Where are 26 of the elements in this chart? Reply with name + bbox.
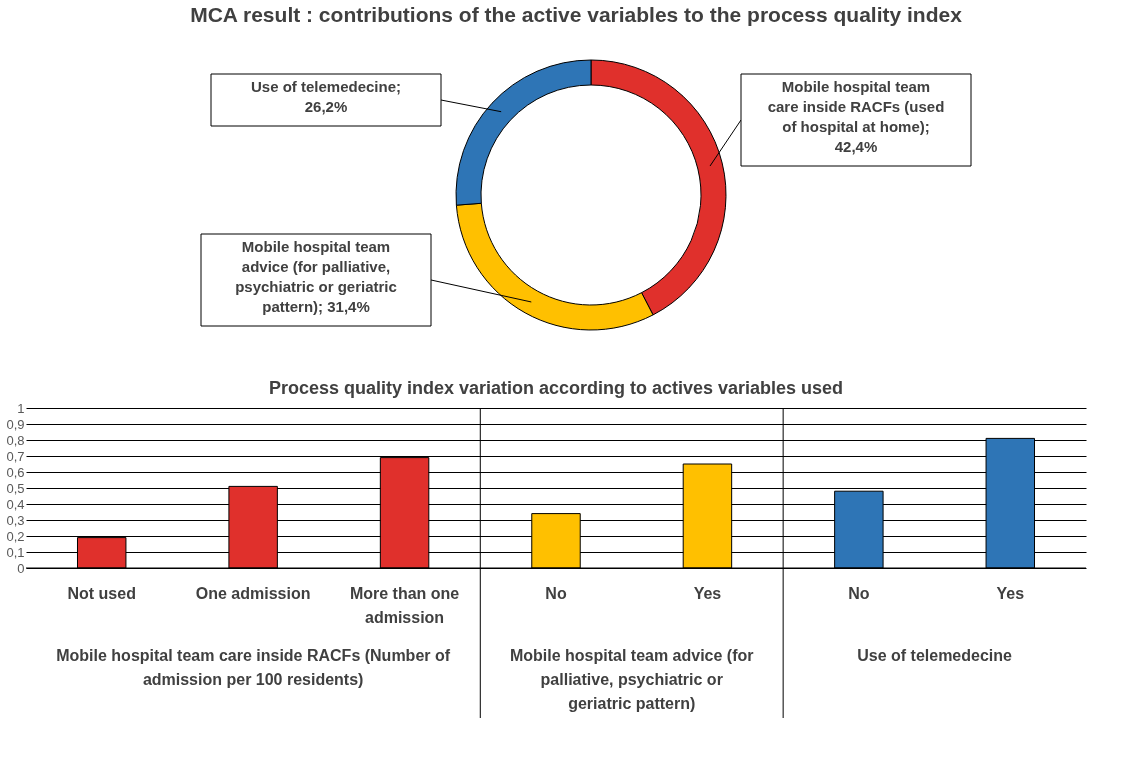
y-tick-label: 1: [17, 400, 25, 416]
text: Mobile hospital team care inside RACFs (Number of admission per 100 residents): [56, 647, 451, 688]
x-tick-label: Yes: [693, 585, 722, 602]
x-tick-label: No: [545, 585, 567, 602]
y-tick-label: 0,5: [6, 480, 25, 496]
y-tick-label: 0,1: [6, 544, 25, 560]
x-tick-label: Not used: [67, 585, 136, 602]
slice-label: Mobile hospital team advice (for palliative, psychiatric or geriatric pattern); 31,4%: [235, 238, 397, 315]
text: Mobile hospital team advice (for palliative, psychiatric or geriatric pattern): [509, 647, 754, 712]
slice-label: Mobile hospital team care inside RACFs (used of hospital at home); 42,4%: [767, 78, 945, 155]
y-tick-label: 0,6: [6, 464, 25, 480]
y-tick-label: 0,8: [6, 432, 25, 448]
chart-title: Process quality index variation according to actives variables used: [268, 378, 844, 398]
text: Use of telemedecine: [857, 647, 1013, 664]
y-tick-label: 0: [17, 560, 25, 576]
y-tick-label: 0,4: [6, 496, 25, 512]
y-tick-label: 0,2: [6, 528, 25, 544]
y-tick-label: 0,9: [6, 416, 25, 432]
slice-label: Use of telemedecine; 26,2%: [250, 78, 402, 115]
y-tick-label: 0,3: [6, 512, 25, 528]
x-tick-label: Yes: [996, 585, 1025, 602]
chart-title: MCA result : contributions of the active variables to the process quality index: [190, 3, 963, 26]
x-tick-label: One admission: [195, 585, 311, 602]
x-tick-label: No: [848, 585, 870, 602]
y-tick-label: 0,7: [6, 448, 25, 464]
x-tick-label: More than one admission: [349, 585, 460, 626]
